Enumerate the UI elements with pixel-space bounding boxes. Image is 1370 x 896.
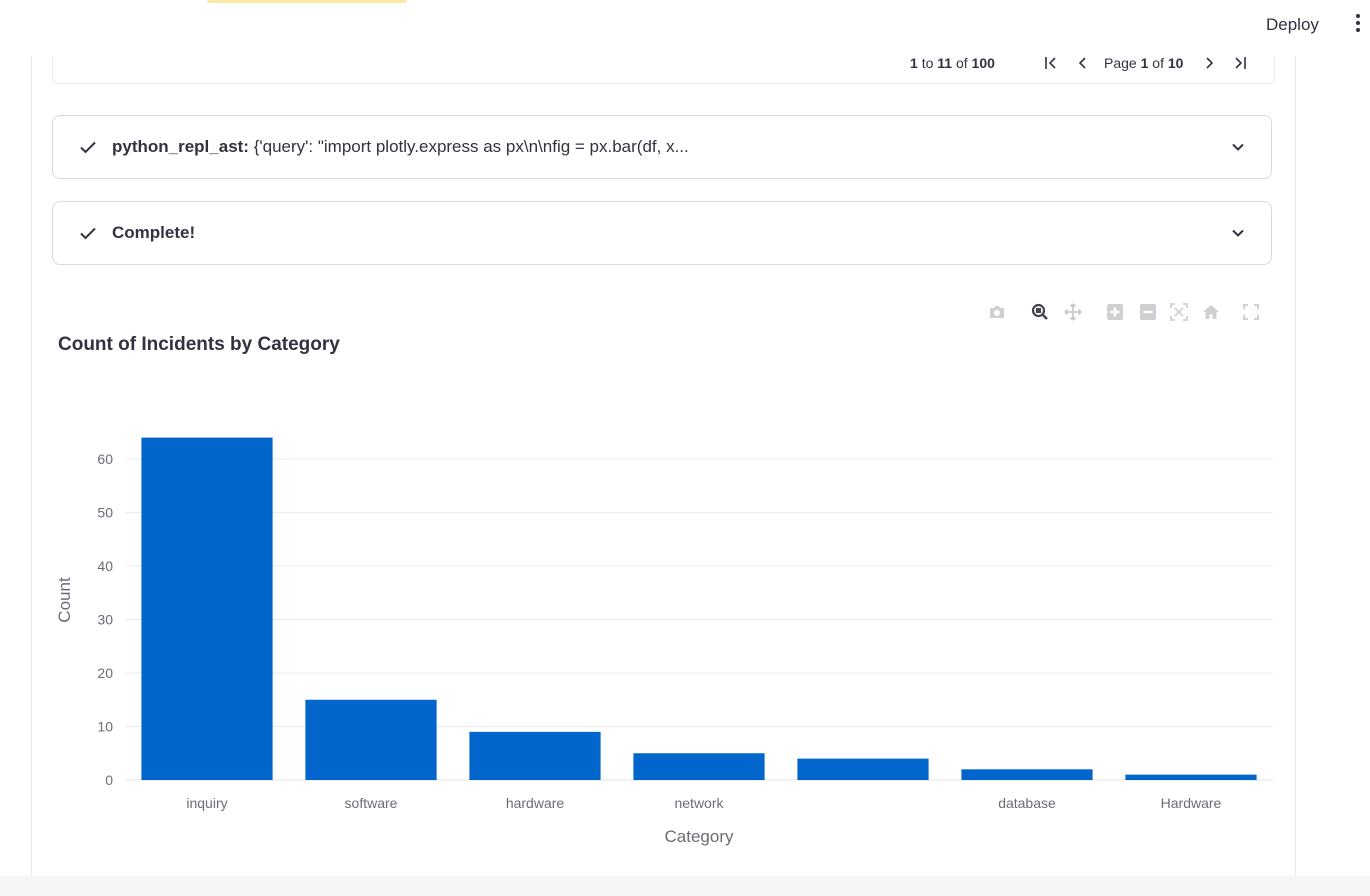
x-tick-label: inquiry: [186, 795, 227, 811]
fullscreen-icon[interactable]: [1241, 302, 1261, 322]
bar: [141, 437, 273, 780]
page-indicator: Page 1 of 10: [1104, 55, 1184, 71]
previous-page-icon[interactable]: [1074, 55, 1092, 71]
camera-icon[interactable]: [987, 302, 1007, 322]
y-tick-label: 20: [97, 665, 113, 681]
first-page-icon[interactable]: [1042, 55, 1060, 71]
x-tick-label: Hardware: [1161, 795, 1222, 811]
bar: [469, 731, 601, 780]
x-tick-label: hardware: [506, 795, 565, 811]
y-tick-label: 30: [97, 612, 113, 628]
x-tick-label: software: [345, 795, 398, 811]
reset-axes-home-icon[interactable]: [1201, 302, 1221, 322]
zoom-out-icon[interactable]: [1138, 302, 1158, 322]
bar: [1125, 774, 1257, 780]
x-tick-label: database: [998, 795, 1056, 811]
main-content-column: [31, 56, 1296, 876]
expander-label: Complete!: [112, 223, 196, 242]
y-tick-label: 10: [97, 719, 113, 735]
x-tick-label: network: [674, 795, 724, 811]
x-axis-title: Category: [665, 827, 734, 846]
zoom-in-icon[interactable]: [1105, 302, 1125, 322]
next-page-icon[interactable]: [1200, 55, 1218, 71]
checkmark-icon: [80, 141, 96, 154]
chevron-down-icon: [1232, 143, 1244, 151]
y-tick-label: 50: [97, 505, 113, 521]
bar: [797, 758, 929, 780]
bar: [961, 769, 1093, 780]
top-decoration: [207, 0, 407, 3]
y-tick-label: 0: [105, 772, 113, 788]
bar: [633, 753, 765, 780]
kebab-menu-icon: [1356, 14, 1360, 18]
complete-status-expander[interactable]: Complete!: [52, 201, 1272, 265]
y-axis-title: Count: [55, 577, 74, 623]
main-menu-button[interactable]: [1349, 12, 1367, 38]
chart-title: Count of Incidents by Category: [58, 334, 340, 355]
autoscale-icon[interactable]: [1169, 302, 1189, 322]
row-range-text: 1 to 11 of 100: [910, 55, 995, 71]
deploy-button[interactable]: Deploy: [1266, 15, 1319, 34]
tool-call-expander[interactable]: python_repl_ast: {'query': "import plotl…: [52, 115, 1272, 179]
y-tick-label: 60: [97, 451, 113, 467]
checkmark-icon: [80, 227, 96, 240]
last-page-icon[interactable]: [1231, 55, 1249, 71]
pan-icon[interactable]: [1063, 302, 1083, 322]
expander-label: python_repl_ast: {'query': "import plotl…: [112, 137, 689, 156]
chevron-down-icon: [1232, 229, 1244, 237]
zoom-icon[interactable]: [1030, 302, 1050, 322]
dataframe-pagination-bar: 1 to 11 of 100 Page 1 of 10: [52, 56, 1275, 84]
bottom-edge: [0, 876, 1370, 896]
y-tick-label: 40: [97, 558, 113, 574]
bar: [305, 699, 437, 780]
